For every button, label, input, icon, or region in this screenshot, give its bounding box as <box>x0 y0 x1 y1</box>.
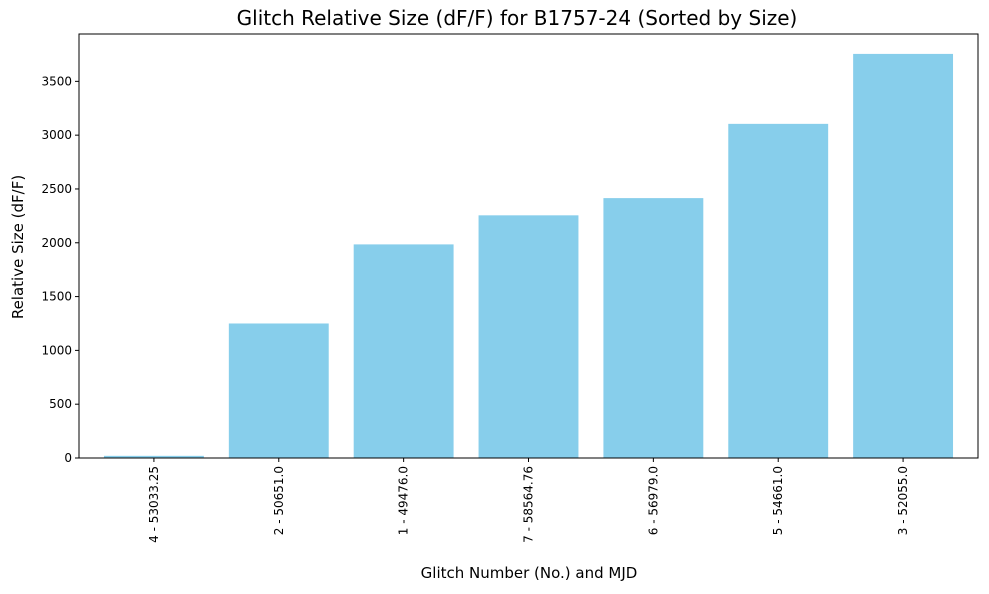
y-tick-label: 0 <box>64 451 72 465</box>
bar <box>603 198 704 458</box>
x-tick-label: 5 - 54661.0 <box>771 466 785 535</box>
y-tick-label: 2000 <box>41 236 72 250</box>
plot-frame <box>78 33 979 459</box>
bar <box>228 323 329 458</box>
x-axis: 4 - 53033.25 2 - 50651.0 1 - 49476.0 7 - 58… <box>147 458 910 543</box>
bar <box>728 123 829 459</box>
x-tick-label: 2 - 50651.0 <box>272 466 286 535</box>
y-axis-label: Relative Size (dF/F) <box>9 175 27 319</box>
bar <box>478 215 579 458</box>
bar <box>103 455 204 458</box>
x-tick-label: 3 - 52055.0 <box>896 466 910 535</box>
x-tick-label: 7 - 58564.76 <box>522 466 536 543</box>
y-axis: 0 500 1000 1500 2000 2500 3000 3500 <box>41 74 79 465</box>
x-tick-label: 4 - 53033.25 <box>147 466 161 543</box>
y-tick-label: 3500 <box>41 74 72 88</box>
bar <box>853 53 954 458</box>
y-tick-label: 1500 <box>41 290 72 304</box>
x-tick-label: 1 - 49476.0 <box>397 466 411 535</box>
y-tick-label: 3000 <box>41 128 72 142</box>
y-tick-label: 1000 <box>41 343 72 357</box>
bars-layer <box>103 53 954 459</box>
chart-title: Glitch Relative Size (dF/F) for B1757-24… <box>237 6 798 30</box>
x-tick-label: 6 - 56979.0 <box>646 466 660 535</box>
y-tick-label: 500 <box>49 397 72 411</box>
bar <box>353 244 454 458</box>
x-axis-label: Glitch Number (No.) and MJD <box>421 564 638 582</box>
y-tick-label: 2500 <box>41 182 72 196</box>
